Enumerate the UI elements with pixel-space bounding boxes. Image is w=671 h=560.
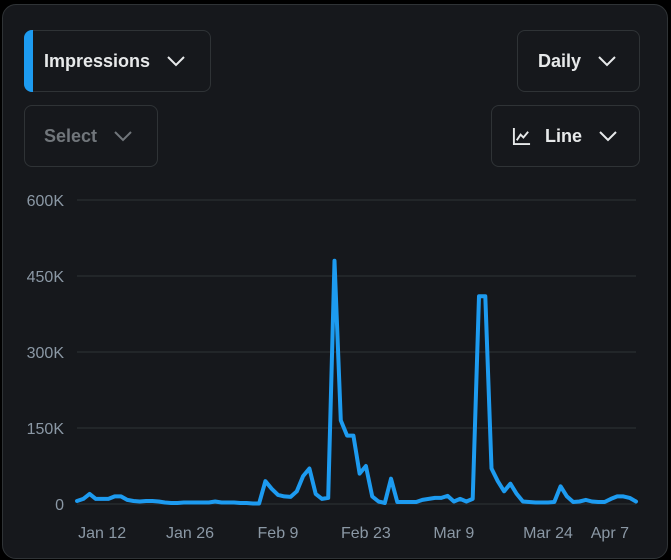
x-tick-label: Mar 9 bbox=[433, 525, 474, 542]
metric-accent-bar bbox=[24, 30, 33, 92]
y-axis-ticks: 0 150K 300K 450K 600K bbox=[27, 193, 65, 514]
x-tick-label: Mar 24 bbox=[523, 525, 573, 542]
period-dropdown-label: Daily bbox=[538, 50, 582, 71]
y-tick-label: 150K bbox=[27, 421, 65, 438]
y-tick-label: 0 bbox=[55, 497, 64, 514]
x-tick-label: Apr 7 bbox=[591, 525, 629, 542]
chevron-down-icon bbox=[114, 131, 132, 142]
series-line bbox=[75, 258, 638, 506]
y-tick-label: 300K bbox=[27, 345, 65, 362]
chevron-down-icon bbox=[167, 56, 185, 67]
chevron-down-icon bbox=[598, 56, 616, 67]
x-tick-label: Feb 9 bbox=[258, 525, 299, 542]
chart-type-label: Line bbox=[545, 125, 583, 146]
x-tick-label: Feb 23 bbox=[341, 525, 391, 542]
y-tick-label: 600K bbox=[27, 193, 65, 210]
chart-type-dropdown[interactable]: Line bbox=[491, 105, 640, 167]
line-chart-icon bbox=[512, 127, 531, 145]
metric-dropdown[interactable]: Impressions bbox=[24, 30, 211, 92]
chevron-down-icon bbox=[599, 131, 617, 142]
secondary-metric-dropdown[interactable]: Select bbox=[24, 105, 158, 167]
x-axis-ticks: Jan 12 Jan 26 Feb 9 Feb 23 Mar 9 Mar 24 Apr 7 bbox=[78, 525, 629, 542]
metric-dropdown-label: Impressions bbox=[44, 50, 151, 71]
x-tick-label: Jan 26 bbox=[166, 525, 214, 542]
period-dropdown[interactable]: Daily bbox=[517, 30, 640, 92]
y-tick-label: 450K bbox=[27, 269, 65, 286]
series-lines bbox=[75, 258, 638, 506]
x-tick-label: Jan 12 bbox=[78, 525, 126, 542]
secondary-metric-placeholder: Select bbox=[44, 125, 98, 146]
